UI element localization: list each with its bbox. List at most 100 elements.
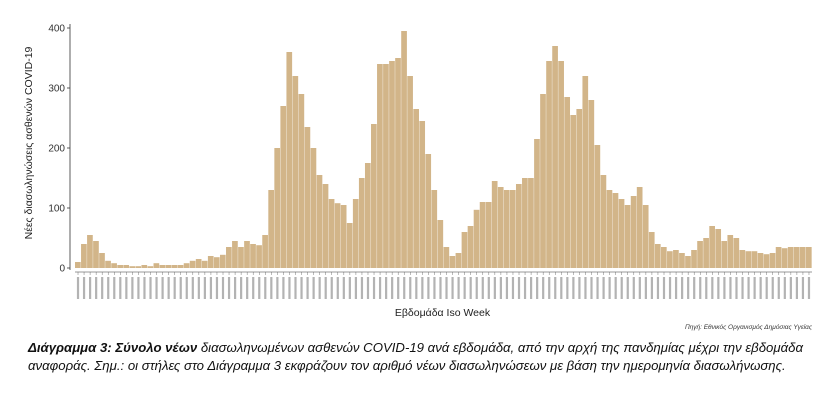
- caption-title: Διάγραμμα 3: Σύνολο νέων: [28, 340, 198, 355]
- x-tick-label: [620, 277, 623, 299]
- x-tick-label: [753, 277, 756, 299]
- bar: [522, 178, 528, 268]
- bar: [515, 184, 522, 268]
- x-tick-label: [288, 277, 291, 299]
- bar: [715, 229, 722, 268]
- x-tick-label: [76, 277, 80, 299]
- bar: [558, 61, 564, 268]
- bar: [685, 256, 691, 268]
- x-tick-label: [735, 277, 738, 299]
- bar: [485, 202, 492, 268]
- bar: [371, 124, 377, 268]
- x-tick-label: [759, 277, 762, 299]
- bar: [528, 178, 534, 268]
- x-tick-label: [638, 277, 641, 299]
- x-tick-label: [252, 277, 255, 299]
- x-tick-label: [143, 277, 146, 299]
- x-tick-label: [107, 277, 110, 299]
- x-tick-label: [505, 277, 509, 299]
- y-tick-label: 100: [48, 204, 65, 215]
- x-tick-label: [517, 277, 521, 299]
- bar: [135, 266, 142, 268]
- x-tick-label: [360, 277, 364, 299]
- bar: [280, 106, 287, 268]
- x-tick-label: [233, 277, 237, 299]
- bar: [727, 235, 734, 268]
- bar: [606, 190, 613, 268]
- bar: [775, 247, 782, 268]
- x-tick-label: [391, 277, 394, 299]
- x-tick-label: [125, 277, 128, 299]
- x-tick-label: [300, 277, 303, 299]
- bar: [431, 190, 438, 268]
- bar: [81, 244, 87, 268]
- bar: [401, 31, 407, 268]
- x-tick-label: [415, 277, 418, 299]
- x-tick-label: [681, 277, 684, 299]
- y-tick-label: 0: [59, 264, 65, 275]
- bar: [292, 76, 299, 268]
- x-tick-label: [614, 277, 617, 299]
- x-tick-label: [626, 277, 629, 299]
- x-tick-label: [674, 277, 678, 299]
- x-tick-label: [795, 277, 798, 299]
- bar: [219, 254, 226, 268]
- x-tick-label: [324, 277, 327, 299]
- x-tick-label: [650, 277, 654, 299]
- x-tick-label: [203, 277, 206, 299]
- bar: [763, 254, 770, 268]
- bar: [364, 163, 371, 268]
- x-tick-label: [662, 277, 666, 299]
- x-tick-label: [433, 277, 436, 299]
- bar: [799, 247, 806, 268]
- bar: [624, 205, 631, 268]
- bar: [177, 265, 184, 268]
- bar: [630, 196, 637, 268]
- x-tick-label: [403, 277, 406, 299]
- y-tick-label: 200: [48, 144, 65, 155]
- bar: [648, 232, 655, 268]
- bar: [679, 253, 685, 268]
- x-tick-label: [264, 277, 267, 299]
- x-tick-label: [155, 277, 158, 299]
- bar: [425, 154, 432, 268]
- bar: [769, 253, 776, 268]
- bar: [491, 181, 498, 268]
- bar: [636, 187, 643, 268]
- x-tick-label: [246, 277, 249, 299]
- x-tick-label: [572, 277, 575, 299]
- x-tick-label: [554, 277, 557, 299]
- x-tick-label: [191, 277, 194, 299]
- bar: [201, 260, 208, 268]
- x-tick-label: [566, 277, 569, 299]
- bar: [751, 251, 758, 268]
- x-tick-label: [487, 277, 490, 299]
- x-tick-label: [548, 277, 551, 299]
- y-tick-label: 400: [48, 24, 65, 35]
- x-tick-label: [282, 277, 285, 299]
- bar: [467, 226, 474, 268]
- bar: [745, 251, 752, 268]
- x-tick-label: [717, 277, 720, 299]
- bar: [673, 250, 679, 268]
- bar: [552, 46, 558, 268]
- bar: [165, 265, 172, 268]
- bar: [582, 76, 589, 268]
- bar: [310, 148, 317, 268]
- bar: [642, 205, 649, 268]
- x-tick-label: [747, 277, 750, 299]
- x-tick-label: [421, 277, 424, 299]
- x-tick-label: [318, 277, 321, 299]
- x-tick-label: [560, 277, 563, 299]
- bar: [316, 175, 323, 268]
- bar: [195, 259, 202, 268]
- x-tick-label: [113, 277, 116, 299]
- bar: [503, 190, 510, 268]
- bar: [334, 203, 341, 268]
- x-tick-label: [119, 277, 122, 299]
- figure-caption: Διάγραμμα 3: Σύνολο νέων διασωληνωμένων …: [28, 339, 818, 375]
- bar: [207, 256, 214, 268]
- bar: [612, 193, 619, 268]
- x-tick-label: [378, 277, 382, 299]
- x-tick-label: [439, 277, 442, 299]
